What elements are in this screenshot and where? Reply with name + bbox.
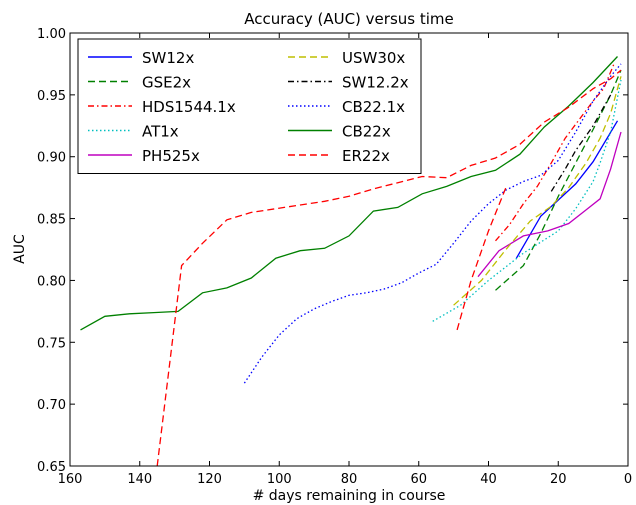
series-line-usw30x bbox=[453, 76, 622, 306]
x-tick-label: 120 bbox=[197, 472, 222, 487]
legend-label-hds1544-1x: HDS1544.1x bbox=[142, 98, 236, 116]
y-tick-label: 0.85 bbox=[37, 213, 66, 228]
legend-label-sw12-2x: SW12.2x bbox=[342, 74, 409, 92]
series-line-unlabeled-10 bbox=[456, 187, 507, 331]
chart-title: Accuracy (AUC) versus time bbox=[244, 10, 454, 28]
axes: 160 140 120 100 80 60 40 20 0 0.65 0.70 0.75 0.80 0.8… bbox=[37, 27, 632, 487]
legend-label-er22x: ER22x bbox=[342, 147, 390, 165]
x-axis-label: # days remaining in course bbox=[253, 488, 446, 504]
y-tick-label: 0.70 bbox=[37, 398, 66, 413]
series-line-gse2x bbox=[495, 69, 622, 291]
legend-label-cb22-1x: CB22.1x bbox=[342, 98, 405, 116]
plot-area bbox=[80, 56, 622, 466]
x-tick-label: 80 bbox=[341, 472, 358, 487]
series-line-hds1544-1x bbox=[495, 63, 615, 242]
x-tick-label: 140 bbox=[127, 472, 152, 487]
series-line-sw12-2x bbox=[550, 94, 612, 192]
x-tick-label: 160 bbox=[58, 472, 83, 487]
series-line-at1x bbox=[432, 79, 622, 322]
series-line-ph525x bbox=[477, 131, 622, 278]
y-tick-label: 0.90 bbox=[37, 151, 66, 166]
y-axis-label: AUC bbox=[12, 234, 28, 264]
y-tick-label: 0.95 bbox=[37, 89, 66, 104]
series-line-cb22x bbox=[80, 56, 618, 331]
series-line-er22x bbox=[156, 69, 622, 466]
series-line-cb22-1x bbox=[243, 63, 622, 384]
x-tick-label: 100 bbox=[267, 472, 292, 487]
x-tick-label: 0 bbox=[624, 472, 632, 487]
legend-label-usw30x: USW30x bbox=[342, 49, 405, 67]
series-line-sw12x bbox=[515, 120, 619, 259]
legend-label-at1x: AT1x bbox=[142, 123, 179, 141]
legend-label-sw12x: SW12x bbox=[142, 49, 194, 67]
y-tick-label: 1.00 bbox=[37, 27, 66, 42]
x-tick-label: 40 bbox=[480, 472, 497, 487]
legend-label-ph525x: PH525x bbox=[142, 147, 200, 165]
y-tick-label: 0.75 bbox=[37, 336, 66, 351]
x-tick-label: 20 bbox=[550, 472, 567, 487]
legend-box bbox=[77, 38, 422, 174]
legend-label-gse2x: GSE2x bbox=[142, 74, 191, 92]
x-tick-label: 60 bbox=[410, 472, 427, 487]
y-tick-label: 0.65 bbox=[37, 460, 66, 475]
legend: SW12x GSE2x HDS1544.1x AT1x PH525x USW30x SW12… bbox=[77, 38, 422, 174]
y-tick-label: 0.80 bbox=[37, 274, 66, 289]
legend-label-cb22x: CB22x bbox=[342, 123, 391, 141]
